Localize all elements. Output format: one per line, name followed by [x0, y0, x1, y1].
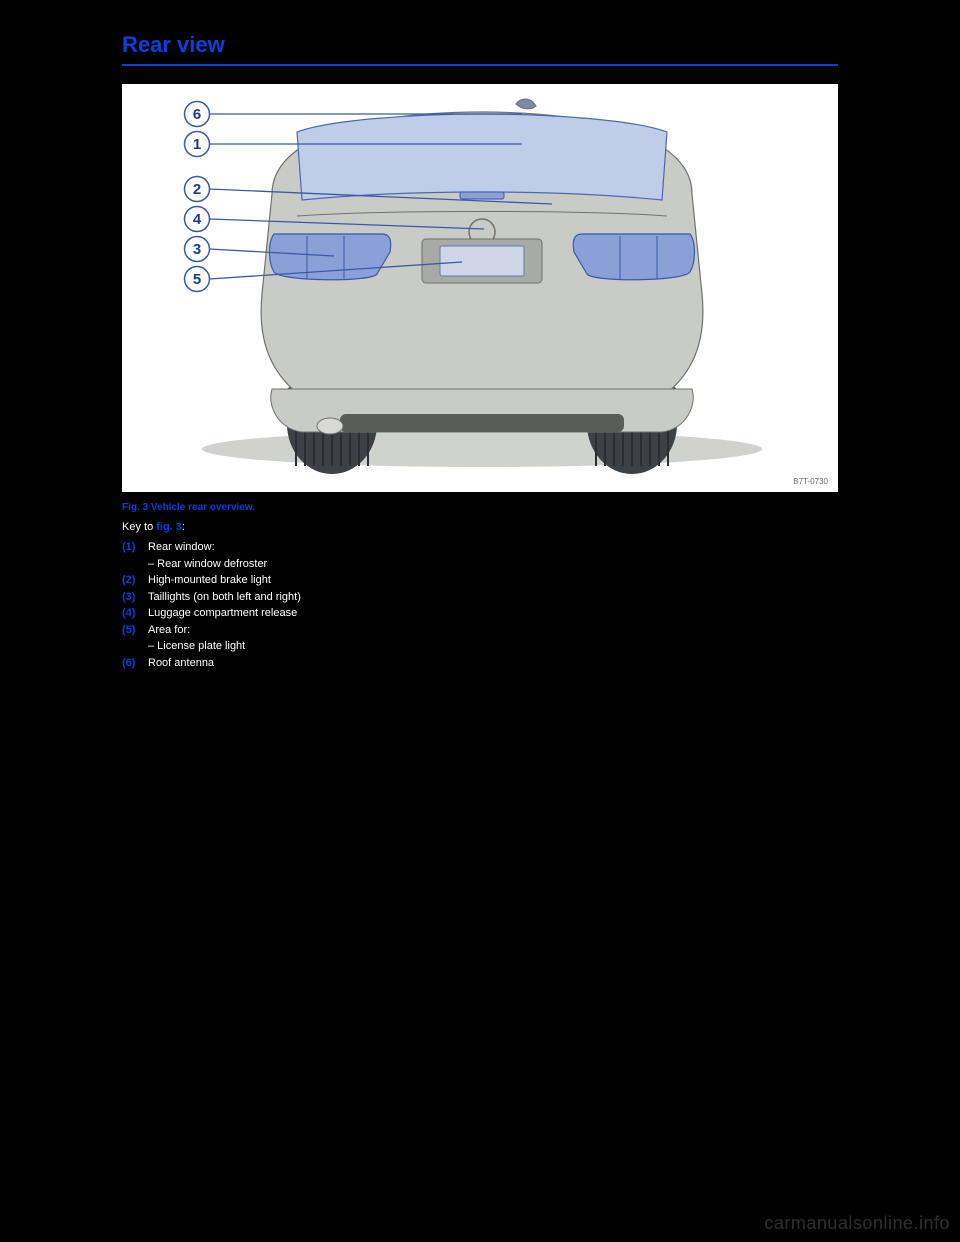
svg-text:2: 2 [193, 181, 201, 198]
key-list: (1) Rear window:– Rear window defroster(… [122, 539, 838, 671]
key-item-number: (5) [122, 622, 148, 639]
key-item-text: Roof antenna [148, 655, 214, 672]
watermark: carmanualsonline.info [764, 1213, 950, 1234]
key-item: (6) Roof antenna [122, 655, 838, 672]
svg-text:6: 6 [193, 106, 201, 123]
key-intro: Key to fig. 3: [122, 521, 838, 533]
svg-text:5: 5 [193, 271, 201, 288]
key-item-number: (3) [122, 589, 148, 606]
figure-vehicle-rear: 6 1 2 4 3 5 B7T-0730 [122, 84, 838, 492]
key-item-sub: – License plate light [122, 638, 838, 655]
key-item-number: (6) [122, 655, 148, 672]
key-item-number: (2) [122, 572, 148, 589]
svg-text:4: 4 [193, 211, 202, 228]
key-intro-prefix: Key to [122, 521, 156, 533]
key-item-text: Rear window: [148, 539, 215, 556]
page-content: Rear view [122, 32, 838, 671]
key-item-text: High-mounted brake light [148, 572, 271, 589]
key-item: (2) High-mounted brake light [122, 572, 838, 589]
key-item-text: Area for: [148, 622, 190, 639]
key-item-text: Luggage compartment release [148, 605, 297, 622]
figure-caption: Fig. 3 Vehicle rear overview. [122, 502, 838, 513]
svg-text:3: 3 [193, 241, 201, 258]
key-intro-figref: fig. 3 [156, 521, 182, 533]
key-item-number: (4) [122, 605, 148, 622]
key-item: (4) Luggage compartment release [122, 605, 838, 622]
key-item: (5) Area for: [122, 622, 838, 639]
key-item: (1) Rear window: [122, 539, 838, 556]
title-rule [122, 64, 838, 66]
key-item-text: Taillights (on both left and right) [148, 589, 301, 606]
svg-text:B7T-0730: B7T-0730 [793, 477, 828, 486]
key-item-number: (1) [122, 539, 148, 556]
key-item-sub: – Rear window defroster [122, 556, 838, 573]
key-item-sub-text: – Rear window defroster [122, 556, 267, 573]
key-intro-suffix: : [182, 521, 185, 533]
vehicle-rear-svg: 6 1 2 4 3 5 B7T-0730 [122, 84, 838, 492]
page-title: Rear view [122, 32, 838, 58]
key-item-sub-text: – License plate light [122, 638, 245, 655]
key-item: (3) Taillights (on both left and right) [122, 589, 838, 606]
svg-text:1: 1 [193, 136, 201, 153]
